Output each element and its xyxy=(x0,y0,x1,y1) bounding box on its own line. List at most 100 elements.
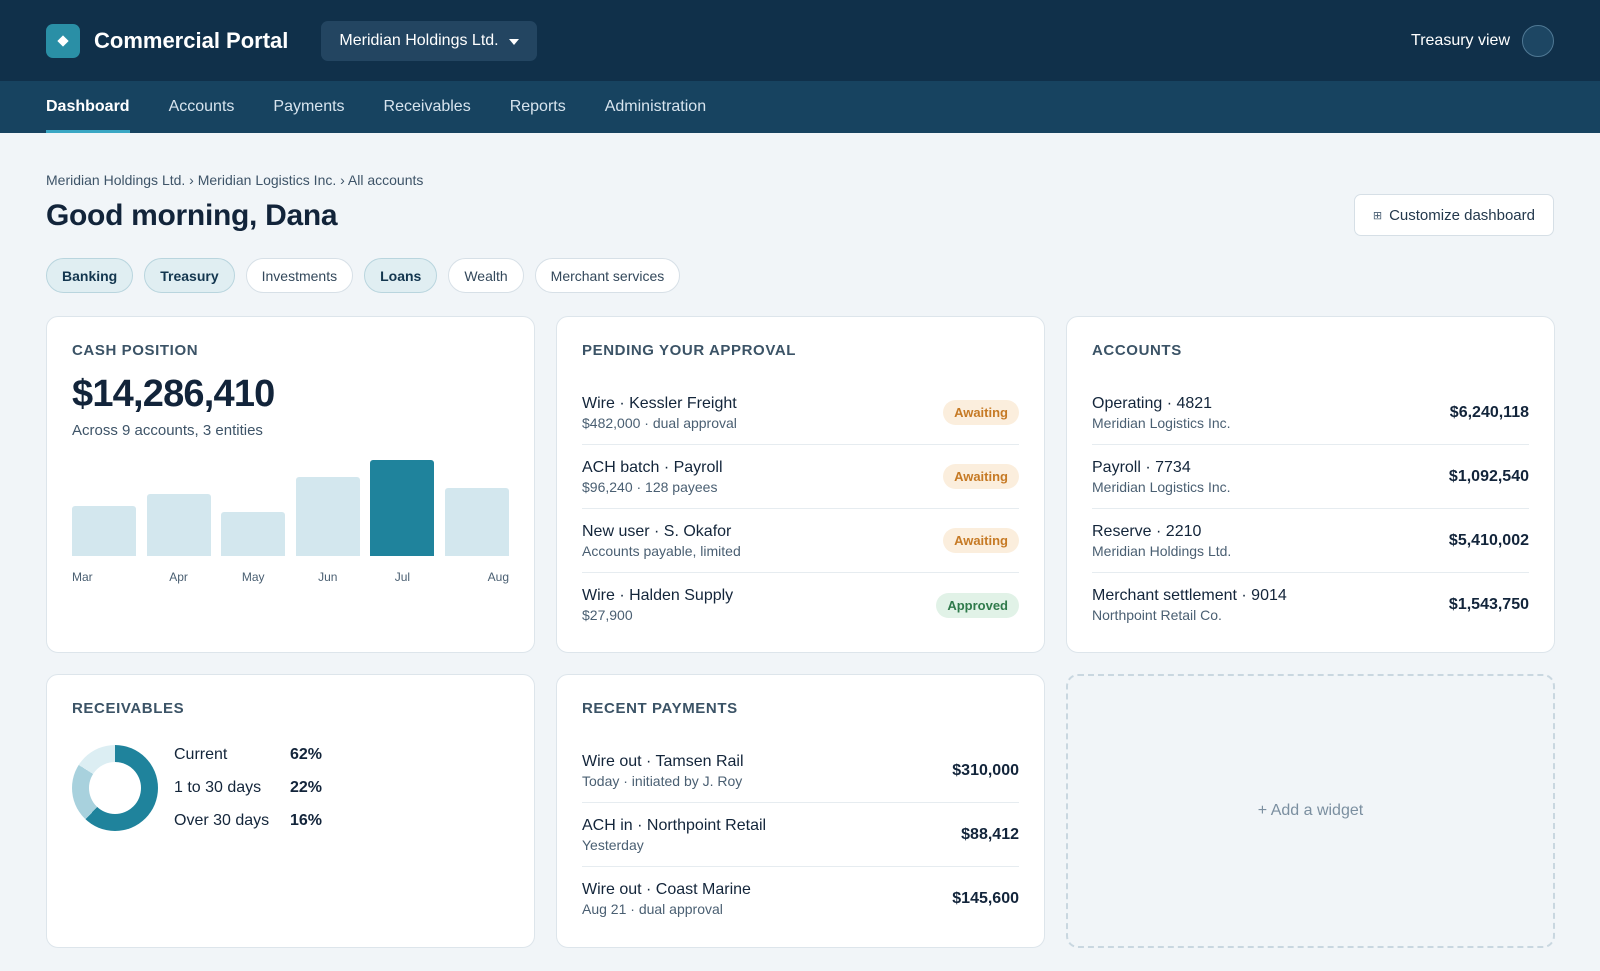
chart-tick-label: May xyxy=(241,570,265,584)
list-item[interactable]: New user · S. Okafor Accounts payable, li… xyxy=(582,509,1019,573)
list-item[interactable]: Wire out · Tamsen Rail Today · initiated … xyxy=(582,739,1019,803)
item-title: Wire · Kessler Freight xyxy=(582,394,737,412)
receivables-donut-chart xyxy=(72,744,158,831)
chart-bar-may[interactable] xyxy=(221,512,286,556)
status-badge: Awaiting xyxy=(943,464,1019,489)
chart-tick-label: Apr xyxy=(169,570,188,584)
portal-logo-icon[interactable] xyxy=(46,23,80,58)
portal-title: Commercial Portal xyxy=(94,27,289,53)
chart-bar-jun[interactable] xyxy=(295,477,360,556)
list-item[interactable]: Wire out · Coast Marine Aug 21 · dual app… xyxy=(582,867,1019,931)
chart-bar-jul[interactable] xyxy=(370,460,435,556)
chip-wealth[interactable]: Wealth xyxy=(448,258,524,293)
item-title: ACH in · Northpoint Retail xyxy=(582,816,767,834)
receivables-legend: Current 62% 1 to 30 days 22% Over 30 day… xyxy=(174,738,322,837)
item-title: Wire out · Tamsen Rail xyxy=(582,752,744,770)
cash-amount: $14,286,410 xyxy=(72,373,275,415)
top-bar: Commercial Portal Meridian Holdings Ltd.… xyxy=(0,0,1600,81)
item-subtitle: $96,240 · 128 payees xyxy=(582,478,718,495)
payment-amount: $88,412 xyxy=(961,825,1019,843)
entity-selector[interactable]: Meridian Holdings Ltd. xyxy=(321,20,537,61)
chart-tick-label: Jul xyxy=(394,570,411,584)
item-title: Payroll · 7734 xyxy=(1092,458,1191,476)
chart-tick-label: Mar xyxy=(72,570,93,584)
item-subtitle: Yesterday xyxy=(582,836,644,853)
account-balance: $1,543,750 xyxy=(1448,596,1529,613)
legend-value: 62% xyxy=(290,745,323,763)
payment-amount: $145,600 xyxy=(952,890,1019,907)
item-title: Merchant settlement · 9014 xyxy=(1092,587,1287,604)
chip-investments[interactable]: Investments xyxy=(245,258,354,293)
list-item[interactable]: ACH in · Northpoint Retail Yesterday $88,… xyxy=(582,803,1019,867)
list-item[interactable]: Wire · Kessler Freight $482,000 · dual ap… xyxy=(582,381,1019,445)
chip-loans[interactable]: Loans xyxy=(364,258,438,293)
account-balance: $1,092,540 xyxy=(1448,467,1529,485)
entity-selector-label: Meridian Holdings Ltd. xyxy=(339,31,499,49)
legend-row: 1 to 30 days 22% xyxy=(174,771,322,804)
product-filter-chips: Banking Treasury Investments Loans Wealt… xyxy=(46,258,1554,293)
chart-tick-label: Aug xyxy=(487,570,509,584)
nav-item-receivables[interactable]: Receivables xyxy=(383,98,471,115)
dashboard-widgets: CASH POSITION $14,286,410 Across 9 accou… xyxy=(46,316,1555,948)
card-title: CASH POSITION xyxy=(72,342,199,359)
customize-dashboard-button[interactable]: ⊞ Customize dashboard xyxy=(1353,194,1554,236)
cash-position-card: CASH POSITION $14,286,410 Across 9 accou… xyxy=(46,316,535,653)
view-label[interactable]: Treasury view xyxy=(1411,31,1510,49)
chart-bar-mar[interactable] xyxy=(72,506,136,556)
card-title: ACCOUNTS xyxy=(1092,342,1182,359)
breadcrumb[interactable]: Meridian Holdings Ltd. › Meridian Logist… xyxy=(46,172,424,188)
chart-bar-apr[interactable] xyxy=(146,494,211,556)
receivables-card: RECEIVABLES Current 62% 1 to 30 days 22%… xyxy=(46,674,535,948)
accounts-card: ACCOUNTS Operating · 4821 Meridian Logist… xyxy=(1066,316,1555,653)
item-title: Wire · Halden Supply xyxy=(582,587,734,604)
card-title: PENDING YOUR APPROVAL xyxy=(582,342,797,359)
avatar[interactable] xyxy=(1522,24,1554,57)
add-widget-button[interactable]: + Add a widget xyxy=(1066,674,1555,948)
page-title: Good morning, Dana xyxy=(46,199,338,232)
card-title: RECENT PAYMENTS xyxy=(582,700,738,717)
list-item[interactable]: Merchant settlement · 9014 Northpoint Ret… xyxy=(1092,573,1529,637)
payment-amount: $310,000 xyxy=(952,761,1019,779)
legend-value: 22% xyxy=(290,778,323,796)
item-title: Reserve · 2210 xyxy=(1092,522,1202,540)
chip-treasury[interactable]: Treasury xyxy=(144,258,235,293)
add-widget-label: + Add a widget xyxy=(1257,802,1364,819)
main-nav: Dashboard Accounts Payments Receivables … xyxy=(0,81,1600,133)
chip-merchant-services[interactable]: Merchant services xyxy=(534,258,681,293)
nav-item-reports[interactable]: Reports xyxy=(509,98,566,115)
recent-payments-card: RECENT PAYMENTS Wire out · Tamsen Rail To… xyxy=(556,674,1045,948)
item-subtitle: Today · initiated by J. Roy xyxy=(582,772,743,789)
customize-dashboard-label: Customize dashboard xyxy=(1389,206,1535,224)
nav-item-payments[interactable]: Payments xyxy=(273,98,345,115)
nav-item-accounts[interactable]: Accounts xyxy=(168,98,235,115)
status-badge: Awaiting xyxy=(943,400,1019,425)
chart-tick-label: Jun xyxy=(318,570,338,584)
chip-banking[interactable]: Banking xyxy=(46,258,134,293)
legend-label: 1 to 30 days xyxy=(174,778,262,796)
list-item[interactable]: Reserve · 2210 Meridian Holdings Ltd. $5,… xyxy=(1092,509,1529,573)
legend-value: 16% xyxy=(290,811,323,829)
item-title: Wire out · Coast Marine xyxy=(582,881,751,898)
item-subtitle: Accounts payable, limited xyxy=(582,542,741,559)
legend-row: Current 62% xyxy=(174,738,322,771)
cash-subtitle: Across 9 accounts, 3 entities xyxy=(72,422,263,439)
list-item[interactable]: Operating · 4821 Meridian Logistics Inc. … xyxy=(1092,381,1529,445)
chevron-down-icon xyxy=(508,38,519,45)
pending-approval-card: PENDING YOUR APPROVAL Wire · Kessler Fre… xyxy=(556,316,1045,653)
main-content: Meridian Holdings Ltd. › Meridian Logist… xyxy=(0,133,1600,948)
status-badge: Awaiting xyxy=(943,528,1019,553)
nav-item-administration[interactable]: Administration xyxy=(604,98,707,115)
list-item[interactable]: Payroll · 7734 Meridian Logistics Inc. $1… xyxy=(1092,445,1529,509)
cash-bar-chart xyxy=(72,460,509,556)
item-subtitle: $27,900 xyxy=(582,607,633,623)
account-balance: $6,240,118 xyxy=(1449,403,1529,421)
grid-icon: ⊞ xyxy=(1372,209,1383,222)
legend-row: Over 30 days 16% xyxy=(174,804,322,837)
list-item[interactable]: Wire · Halden Supply $27,900 Approved xyxy=(582,573,1019,637)
nav-item-dashboard[interactable]: Dashboard xyxy=(46,81,130,133)
legend-label: Over 30 days xyxy=(174,811,270,829)
chart-bar-aug[interactable] xyxy=(445,488,509,556)
list-item[interactable]: ACH batch · Payroll $96,240 · 128 payees … xyxy=(582,445,1019,509)
item-subtitle: Meridian Holdings Ltd. xyxy=(1092,542,1232,559)
status-badge: Approved xyxy=(936,592,1019,618)
